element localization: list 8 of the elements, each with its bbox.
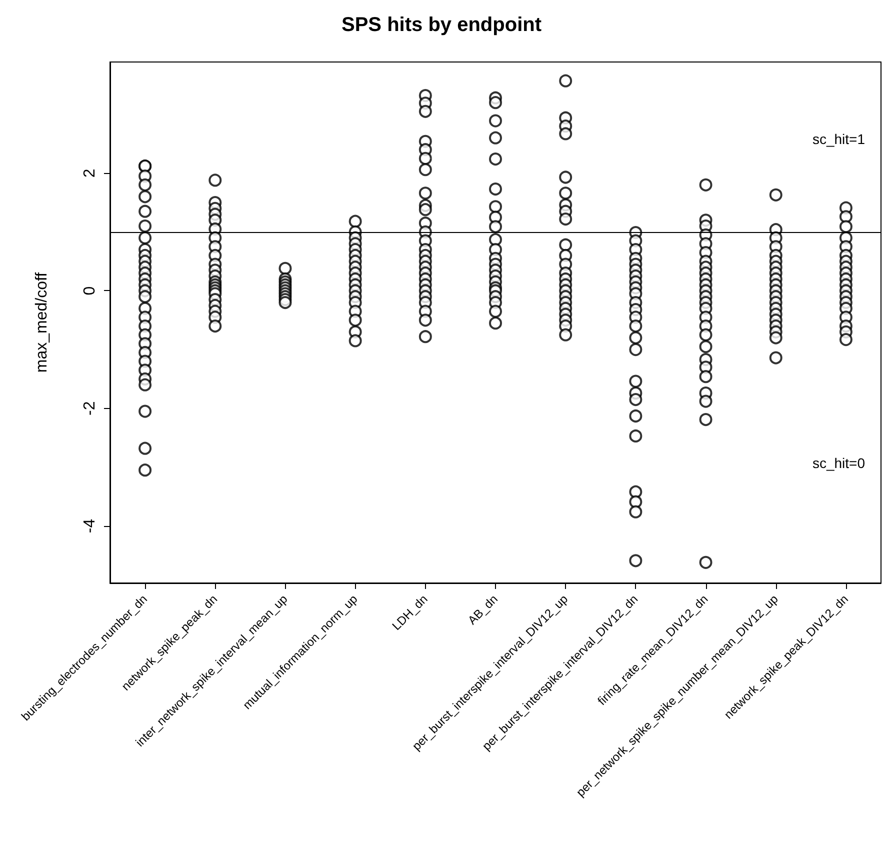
y-tick-label: 0 — [82, 286, 98, 296]
y-tick-label: 2 — [82, 168, 98, 178]
y-tick-label: -2 — [82, 401, 98, 416]
y-axis-title: max_med/coff — [34, 272, 50, 373]
annotation: sc_hit=0 — [812, 455, 866, 471]
chart-title: SPS hits by endpoint — [341, 14, 542, 36]
y-tick-label: -4 — [82, 518, 98, 534]
annotation: sc_hit=1 — [812, 131, 866, 147]
